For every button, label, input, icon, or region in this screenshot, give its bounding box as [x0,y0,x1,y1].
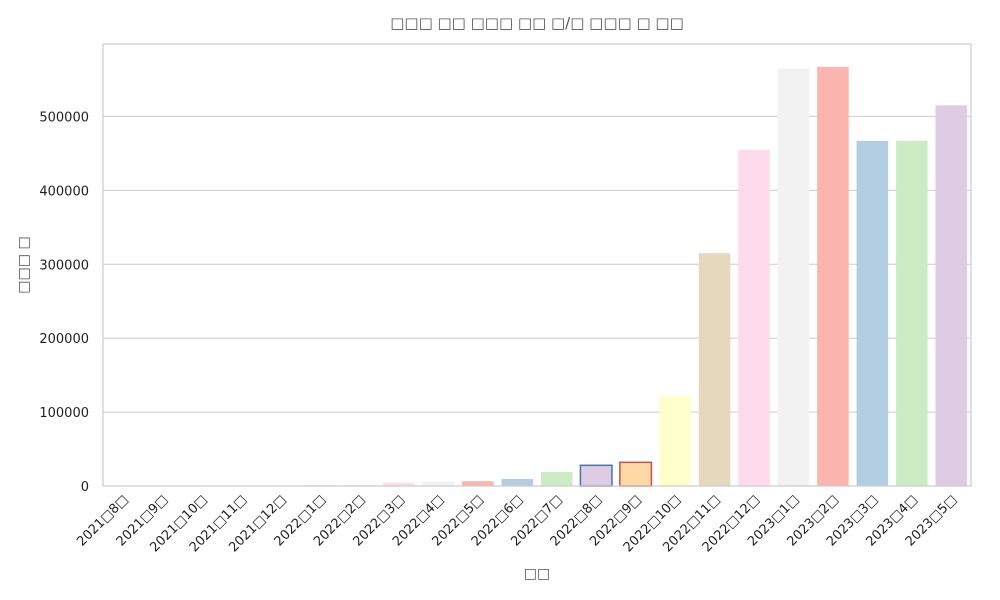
bar [659,395,691,486]
plot-frame [102,43,972,487]
bar [817,66,849,487]
bar [383,482,415,486]
y-tick-label: 200000 [39,332,89,347]
x-tick-labels: 2021□8□2021□9□2021□10□2021□11□2021□12□20… [74,492,960,555]
bars [106,66,968,487]
bar [579,464,613,487]
y-tick-label: 100000 [39,406,89,421]
chart-title: □□□ □□ □□□ □□ □/□ □□□ □ □□ [390,14,684,32]
x-axis-label: □□ [524,566,550,582]
bar [540,471,573,486]
y-tick-labels: 0 100000 200000 300000 400000 500000 [39,110,89,495]
bar [462,481,494,486]
y-axis-label: □□□ □ [16,236,32,293]
bar [501,478,534,486]
y-tick-label: 500000 [39,110,89,125]
bar [896,140,928,486]
bar [422,481,455,486]
y-tick-label: 400000 [39,184,89,199]
y-tick-label: 300000 [39,258,89,273]
bar [738,149,770,486]
bar [777,68,810,487]
bar [619,461,653,487]
bar [935,105,968,486]
y-tick-label: 0 [81,480,89,495]
bar [698,253,731,486]
bar [856,140,889,486]
